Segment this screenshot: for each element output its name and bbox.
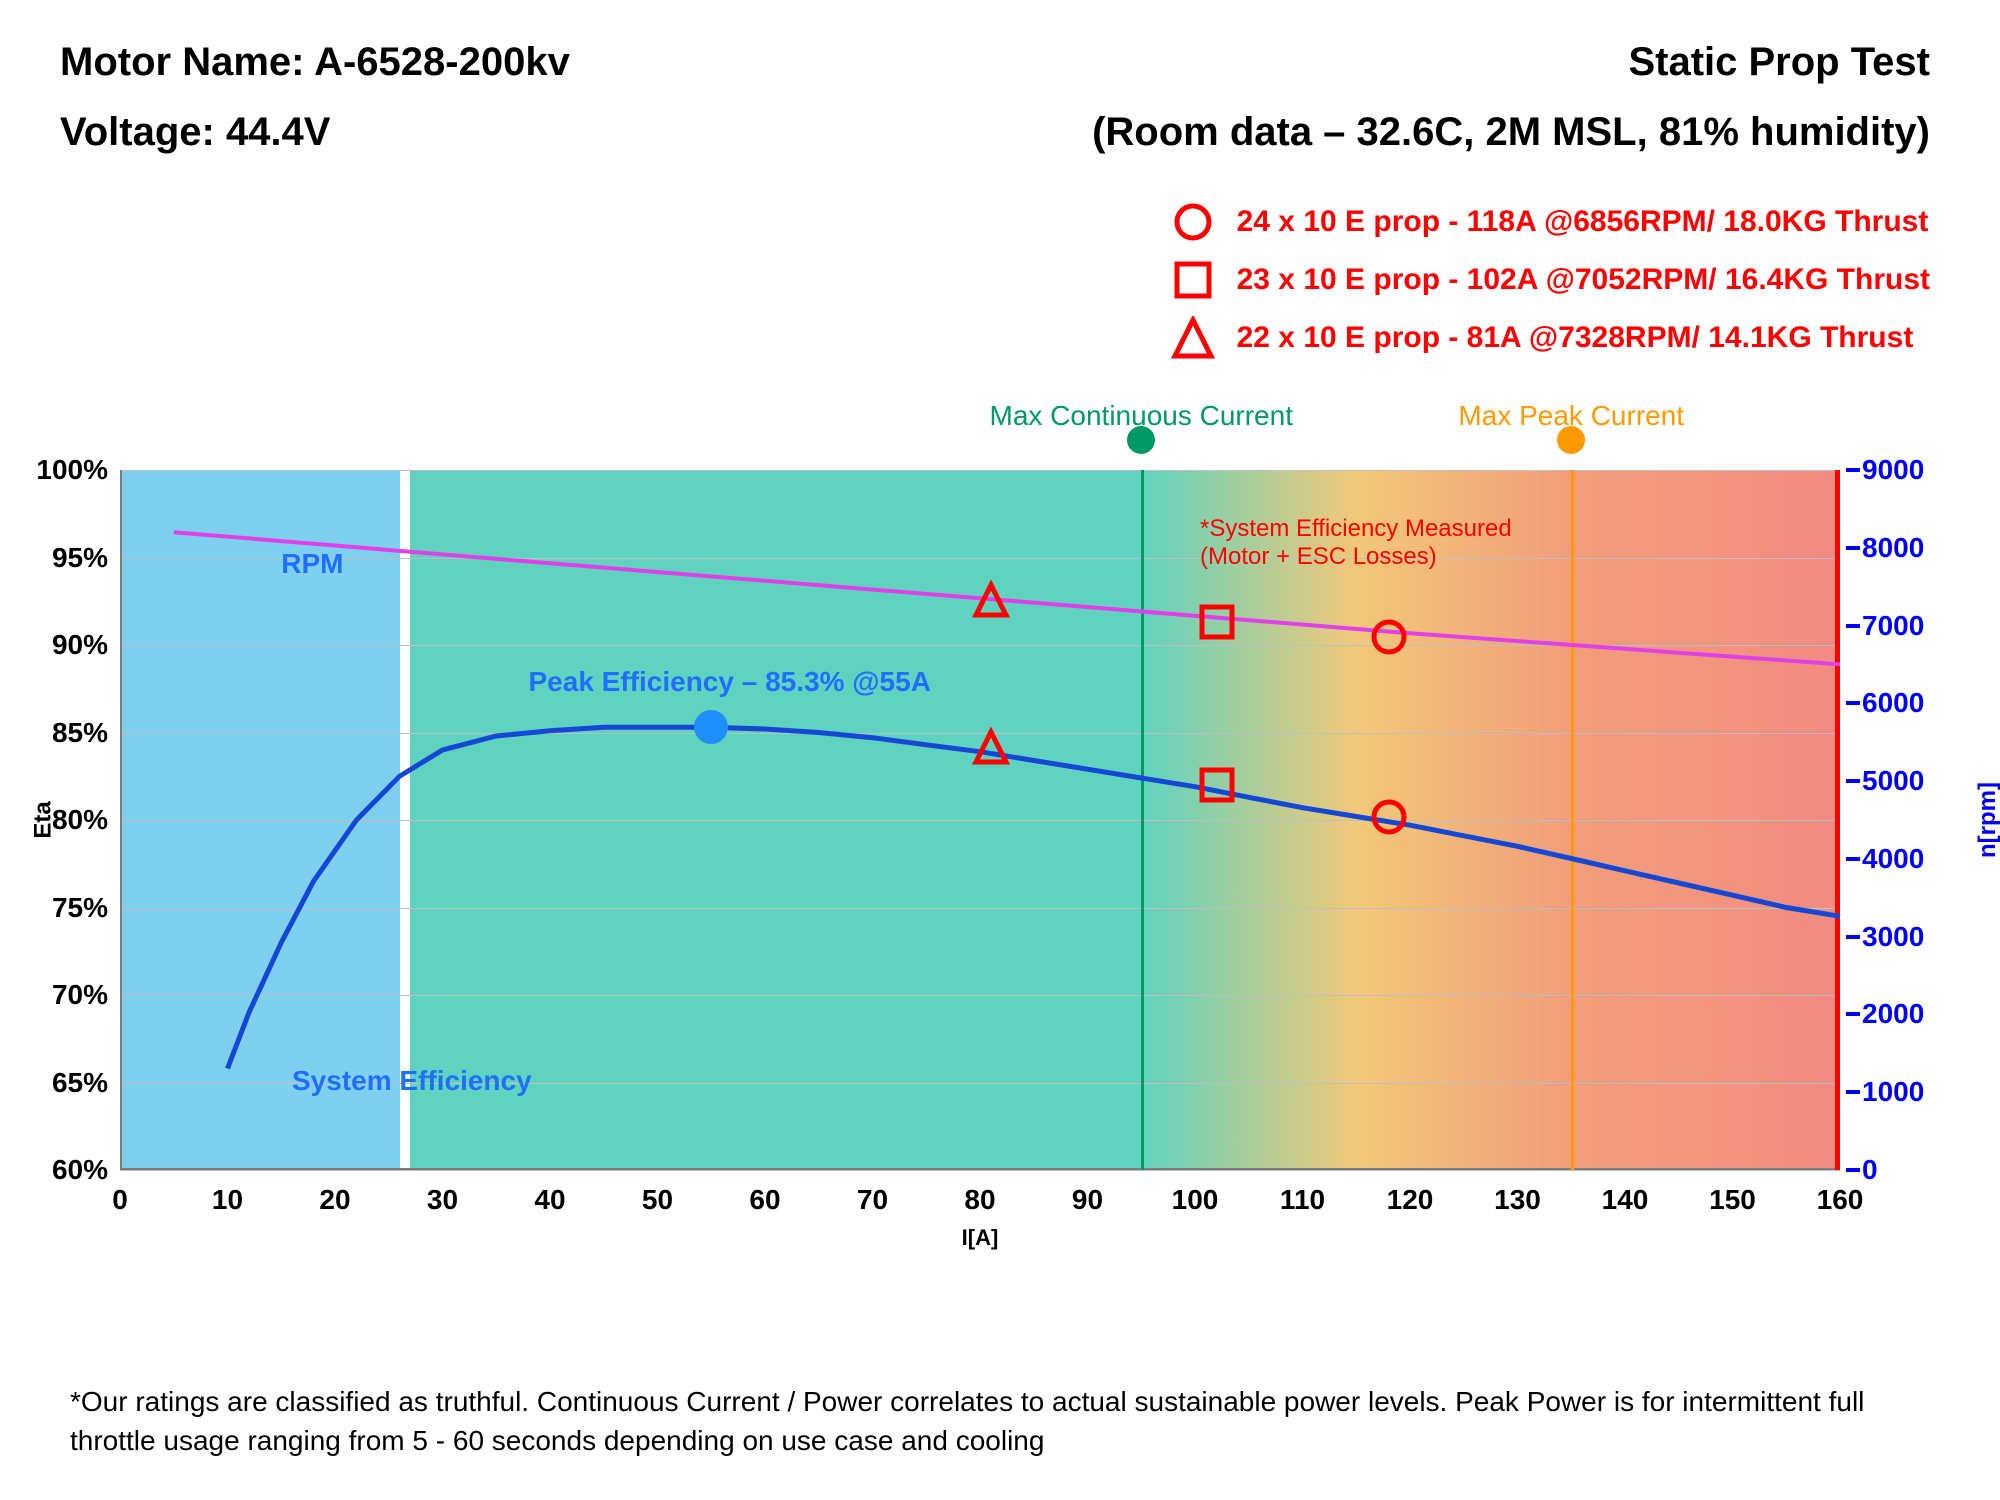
prop-marker-square-icon — [1197, 765, 1237, 805]
y-left-tick-label: 60% — [52, 1154, 108, 1186]
x-tick-label: 80 — [964, 1184, 995, 1216]
footnote-text: *Our ratings are classified as truthful.… — [70, 1382, 1870, 1460]
test-title: Static Prop Test — [1628, 40, 2000, 85]
x-tick-label: 30 — [427, 1184, 458, 1216]
x-tick-label: 130 — [1494, 1184, 1541, 1216]
x-tick-label: 50 — [642, 1184, 673, 1216]
y-right-axis-title: n[rpm] — [1974, 782, 2000, 858]
y-left-tick-label: 75% — [52, 892, 108, 924]
room-data-label: (Room data – 32.6C, 2M MSL, 81% humidity… — [1092, 110, 2000, 155]
y-left-axis-title: Eta — [30, 801, 58, 838]
legend-label: 22 x 10 E prop - 81A @7328RPM/ 14.1KG Th… — [1237, 321, 1914, 355]
y-right-tick-label: 3000 — [1862, 921, 1924, 953]
y-right-tick-label: 8000 — [1862, 532, 1924, 564]
rpm-label: RPM — [281, 548, 343, 580]
y-right-tick-label: 2000 — [1862, 998, 1924, 1030]
y-left-tick-label: 70% — [52, 979, 108, 1011]
y-right-tick-label: 0 — [1862, 1154, 1878, 1186]
x-tick-label: 110 — [1280, 1184, 1325, 1216]
triangle-icon — [1171, 316, 1215, 360]
legend-item: 23 x 10 E prop - 102A @7052RPM/ 16.4KG T… — [1171, 258, 1930, 302]
peak-efficiency-marker-icon — [694, 710, 728, 744]
legend-label: 23 x 10 E prop - 102A @7052RPM/ 16.4KG T… — [1237, 263, 1930, 297]
legend-item: 22 x 10 E prop - 81A @7328RPM/ 14.1KG Th… — [1171, 316, 1930, 360]
peak-efficiency-label: Peak Efficiency – 85.3% @55A — [529, 666, 931, 698]
y-right-tick-label: 1000 — [1862, 1076, 1924, 1108]
prop-marker-circle-icon — [1369, 617, 1409, 657]
y-right-tick-label: 5000 — [1862, 765, 1924, 797]
legend-label: 24 x 10 E prop - 118A @6856RPM/ 18.0KG T… — [1237, 205, 1929, 239]
square-icon — [1171, 258, 1215, 302]
prop-marker-circle-icon — [1369, 797, 1409, 837]
circle-icon — [1171, 200, 1215, 244]
y-right-tick-label: 6000 — [1862, 687, 1924, 719]
y-left-tick-label: 100% — [36, 454, 108, 486]
motor-name-label: Motor Name: A-6528-200kv — [0, 40, 570, 85]
y-left-tick-label: 65% — [52, 1067, 108, 1099]
x-tick-label: 150 — [1709, 1184, 1756, 1216]
y-right-tick-label: 7000 — [1862, 610, 1924, 642]
y-right-tick-label: 4000 — [1862, 843, 1924, 875]
x-tick-label: 100 — [1172, 1184, 1219, 1216]
efficiency-curve — [228, 727, 1841, 1068]
prop-marker-square-icon — [1197, 602, 1237, 642]
y-left-tick-label: 90% — [52, 629, 108, 661]
current-limit-label: Max Continuous Current — [990, 400, 1293, 432]
x-tick-label: 20 — [319, 1184, 350, 1216]
y-left-tick-label: 85% — [52, 717, 108, 749]
efficiency-label: System Efficiency — [292, 1065, 532, 1097]
y-left-tick-label: 95% — [52, 542, 108, 574]
voltage-label: Voltage: 44.4V — [0, 110, 330, 155]
legend-item: 24 x 10 E prop - 118A @6856RPM/ 18.0KG T… — [1171, 200, 1930, 244]
x-tick-label: 120 — [1387, 1184, 1434, 1216]
y-left-tick-label: 80% — [52, 804, 108, 836]
x-tick-label: 140 — [1602, 1184, 1649, 1216]
motor-performance-chart: 60%65%70%75%80%85%90%95%100%010002000300… — [120, 470, 1840, 1170]
current-limit-label: Max Peak Current — [1458, 400, 1684, 432]
x-tick-label: 10 — [212, 1184, 243, 1216]
x-tick-label: 0 — [112, 1184, 128, 1216]
x-tick-label: 40 — [534, 1184, 565, 1216]
x-tick-label: 160 — [1817, 1184, 1864, 1216]
x-tick-label: 60 — [749, 1184, 780, 1216]
x-tick-label: 90 — [1072, 1184, 1103, 1216]
prop-marker-triangle-icon — [971, 727, 1011, 767]
x-axis-title: I[A] — [962, 1225, 999, 1251]
x-tick-label: 70 — [857, 1184, 888, 1216]
prop-marker-triangle-icon — [971, 580, 1011, 620]
y-right-tick-label: 9000 — [1862, 454, 1924, 486]
legend: 24 x 10 E prop - 118A @6856RPM/ 18.0KG T… — [1171, 200, 1930, 374]
